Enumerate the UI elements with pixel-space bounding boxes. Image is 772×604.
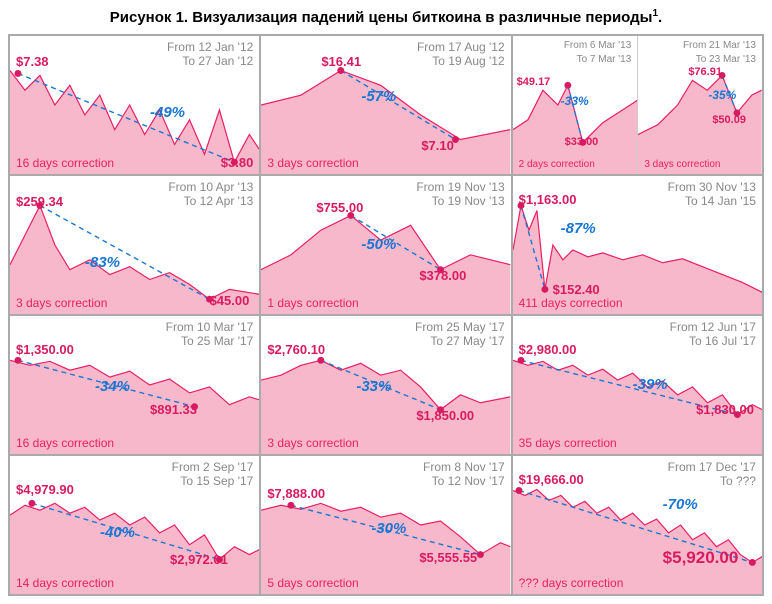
panel-10: From 8 Nov '17 To 12 Nov '17 $7,888.00 $… (260, 455, 511, 595)
price-start: $7,888.00 (267, 486, 325, 501)
price-start: $2,760.10 (267, 342, 325, 357)
date-to: To 19 Nov '13 (432, 194, 505, 208)
price-start: $259.34 (16, 194, 63, 209)
date-from: From 12 Jun '17 (670, 320, 756, 334)
price-start: $1,350.00 (16, 342, 74, 357)
correction-label: 1 days correction (267, 296, 358, 310)
date-to: To 12 Nov '17 (432, 474, 505, 488)
panel-1: From 17 Aug '12 To 19 Aug '12 $16.41 $7.… (260, 35, 511, 175)
price-start: $19,666.00 (519, 472, 584, 487)
price-start: $16.41 (321, 54, 361, 69)
panel-2: From 6 Mar '13 To 7 Mar '13 $49.17 $33.0… (512, 35, 763, 175)
date-from: From 19 Nov '13 (416, 180, 504, 194)
panel-8: From 12 Jun '17 To 16 Jul '17 $2,980.00 … (512, 315, 763, 455)
correction-label: 2 days correction (519, 159, 595, 170)
percent-change: -40% (100, 524, 135, 541)
price-end: $2,972.01 (170, 552, 228, 567)
date-from: From 21 Mar '13 (683, 40, 756, 51)
price-end: $1,850.00 (416, 408, 474, 423)
percent-change: -34% (95, 378, 130, 395)
date-from: From 17 Aug '12 (417, 40, 505, 54)
correction-label: 3 days correction (644, 159, 720, 170)
panel-6: From 10 Mar '17 To 25 Mar '17 $1,350.00 … (9, 315, 260, 455)
panel-9: From 2 Sep '17 To 15 Sep '17 $4,979.90 $… (9, 455, 260, 595)
date-to: To 14 Jan '15 (685, 194, 756, 208)
correction-label: 3 days correction (267, 436, 358, 450)
correction-label: 3 days correction (16, 296, 107, 310)
chart-grid: From 12 Jan '12 To 27 Jan '12 $7.38 $3.8… (8, 34, 764, 596)
panel-0: From 12 Jan '12 To 27 Jan '12 $7.38 $3.8… (9, 35, 260, 175)
date-from: From 17 Dec '17 (668, 460, 756, 474)
price-end: $891.33 (150, 402, 197, 417)
price-start: $76.91 (688, 66, 722, 78)
correction-label: 35 days correction (519, 436, 617, 450)
percent-change: -30% (371, 520, 406, 537)
correction-label: 411 days correction (519, 296, 623, 310)
correction-label: 3 days correction (267, 156, 358, 170)
date-to: To ??? (720, 474, 756, 488)
correction-label: ??? days correction (519, 576, 624, 590)
price-end: $3.80 (221, 155, 254, 170)
percent-change: -87% (561, 220, 596, 237)
price-end: $7.10 (421, 138, 454, 153)
percent-change: -49% (150, 104, 185, 121)
date-to: To 12 Apr '13 (184, 194, 254, 208)
date-to: To 27 Jan '12 (182, 54, 253, 68)
date-to: To 27 May '17 (430, 334, 504, 348)
price-end: $5,555.55 (419, 550, 477, 565)
correction-label: 16 days correction (16, 436, 114, 450)
date-to: To 23 Mar '13 (696, 54, 756, 65)
price-start: $1,163.00 (519, 192, 577, 207)
panel-7: From 25 May '17 To 27 May '17 $2,760.10 … (260, 315, 511, 455)
price-end: $33.00 (565, 136, 599, 148)
price-end: $50.09 (712, 114, 746, 126)
panel-5: From 30 Nov '13 To 14 Jan '15 $1,163.00 … (512, 175, 763, 315)
panel-4: From 19 Nov '13 To 19 Nov '13 $755.00 $3… (260, 175, 511, 315)
price-start: $2,980.00 (519, 342, 577, 357)
price-end: $45.00 (210, 293, 250, 308)
percent-change: -35% (708, 88, 736, 102)
price-end: $152.40 (553, 282, 600, 297)
date-to: To 25 Mar '17 (181, 334, 253, 348)
date-from: From 8 Nov '17 (423, 460, 505, 474)
price-start: $755.00 (316, 200, 363, 215)
percent-change: -33% (561, 94, 589, 108)
date-from: From 2 Sep '17 (172, 460, 254, 474)
percent-change: -50% (361, 236, 396, 253)
percent-change: -57% (361, 88, 396, 105)
title-text: Рисунок 1. Визуализация падений цены бит… (110, 9, 653, 26)
date-from: From 6 Mar '13 (564, 40, 631, 51)
correction-label: 14 days correction (16, 576, 114, 590)
date-to: To 19 Aug '12 (432, 54, 504, 68)
price-end: $1,830.00 (696, 402, 754, 417)
price-start: $49.17 (517, 76, 551, 88)
date-from: From 30 Nov '13 (668, 180, 756, 194)
figure-title: Рисунок 1. Визуализация падений цены бит… (8, 8, 764, 26)
correction-label: 5 days correction (267, 576, 358, 590)
percent-change: -33% (356, 378, 391, 395)
date-to: To 7 Mar '13 (577, 54, 632, 65)
panel-3: From 10 Apr '13 To 12 Apr '13 $259.34 $4… (9, 175, 260, 315)
price-end: $5,920.00 (663, 548, 739, 568)
date-from: From 10 Mar '17 (166, 320, 254, 334)
percent-change: -70% (663, 496, 698, 513)
price-end: $378.00 (419, 268, 466, 283)
date-to: To 16 Jul '17 (689, 334, 756, 348)
date-from: From 12 Jan '12 (167, 40, 253, 54)
subpanel-2-0: From 6 Mar '13 To 7 Mar '13 $49.17 $33.0… (513, 36, 638, 174)
subpanel-2-1: From 21 Mar '13 To 23 Mar '13 $76.91 $50… (637, 36, 762, 174)
date-from: From 25 May '17 (415, 320, 505, 334)
title-suffix: . (658, 9, 662, 26)
correction-label: 16 days correction (16, 156, 114, 170)
date-from: From 10 Apr '13 (168, 180, 253, 194)
date-to: To 15 Sep '17 (180, 474, 253, 488)
price-start: $7.38 (16, 54, 49, 69)
price-start: $4,979.90 (16, 482, 74, 497)
panel-11: From 17 Dec '17 To ??? $19,666.00 $5,920… (512, 455, 763, 595)
percent-change: -83% (85, 254, 120, 271)
percent-change: -39% (633, 376, 668, 393)
